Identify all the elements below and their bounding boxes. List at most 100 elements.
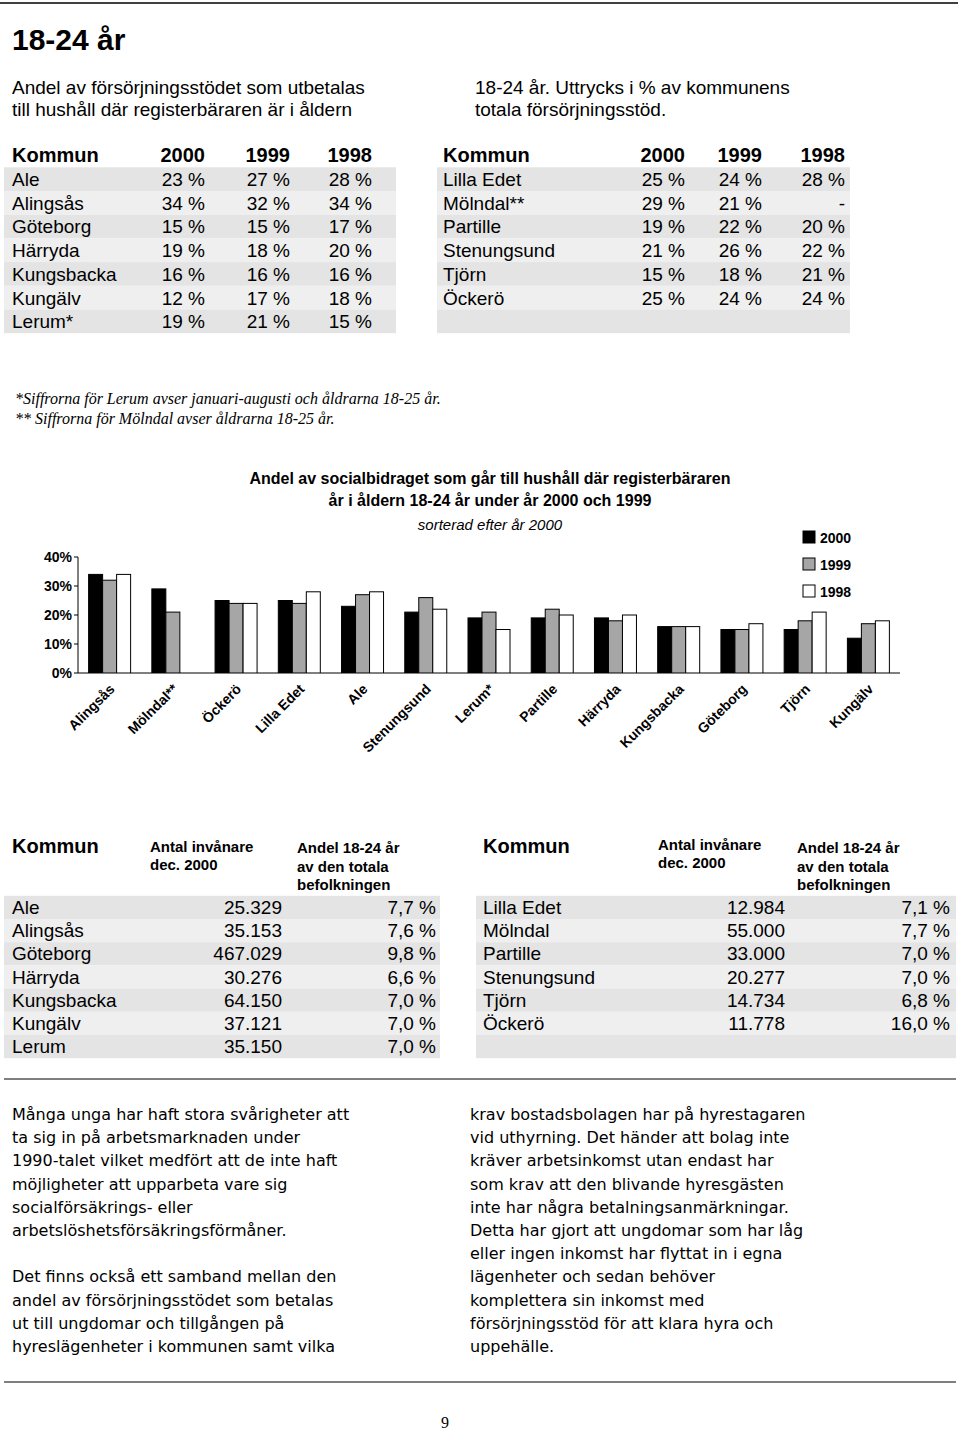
bar <box>559 615 573 673</box>
column-header: Andel 18-24 årav den totalabefolkningen <box>797 839 900 893</box>
bar <box>608 621 622 673</box>
bar <box>292 603 306 673</box>
x-tick-label: Lerum* <box>452 680 498 726</box>
column-header: 1999 <box>718 144 763 166</box>
table-cell: 15 % <box>329 311 372 332</box>
table-cell: 7,0 % <box>387 1013 436 1034</box>
top-rule <box>0 2 958 4</box>
table-cell: 28 % <box>329 169 372 190</box>
row-background <box>4 896 440 919</box>
table-cell: 7,0 % <box>387 1036 436 1057</box>
y-tick-label: 30% <box>44 578 73 594</box>
row-background <box>476 1012 956 1035</box>
row-label: Lerum* <box>12 311 74 332</box>
row-label: Öckerö <box>483 1013 544 1034</box>
y-tick-label: 10% <box>44 636 73 652</box>
table-cell: 18 % <box>329 288 372 309</box>
table-cell: 26 % <box>719 240 762 261</box>
table: Kommun200019991998Ale23 %27 %28 %Alingså… <box>4 144 396 333</box>
column-header: Antal invånaredec. 2000 <box>150 838 253 873</box>
row-label: Lilla Edet <box>443 169 522 190</box>
intro-text: till hushåll där registerbäraren är i ål… <box>12 99 352 120</box>
body-text: som krav att den blivande hyresgästen <box>470 1175 784 1194</box>
legend-swatch <box>803 531 815 543</box>
table-cell: 25 % <box>642 288 685 309</box>
column-header: 1999 <box>246 144 291 166</box>
table-cell: 7,1 % <box>901 897 950 918</box>
bar <box>847 638 861 673</box>
table-cell: 22 % <box>802 240 845 261</box>
page-title: 18-24 år <box>12 23 126 56</box>
column-header: 1998 <box>801 144 846 166</box>
body-text: uppehälle. <box>470 1337 554 1356</box>
table-cell: 24 % <box>719 288 762 309</box>
body-text: andel av försörjningsstödet som betalas <box>12 1291 333 1310</box>
table-cell: 24 % <box>802 288 845 309</box>
row-label: Lilla Edet <box>483 897 562 918</box>
bar <box>594 618 608 673</box>
table-cell: 16 % <box>247 264 290 285</box>
table-cell: 32 % <box>247 193 290 214</box>
table-cell: - <box>839 193 845 214</box>
table-cell: 64.150 <box>224 990 282 1011</box>
y-tick <box>74 615 78 616</box>
x-tick-label: Partille <box>516 681 560 725</box>
row-background <box>476 989 956 1012</box>
column-header: Kommun <box>443 144 530 166</box>
y-tick-label: 0% <box>52 665 73 681</box>
bar <box>243 603 257 673</box>
bar <box>658 627 672 673</box>
body-text: eller ingen inkomst har flyttat in i egn… <box>470 1244 782 1263</box>
row-background <box>4 919 440 942</box>
row-background <box>476 919 956 942</box>
table-cell: 467.029 <box>213 943 282 964</box>
bar <box>735 630 749 674</box>
table-cell: 30.276 <box>224 967 282 988</box>
bar <box>229 603 243 673</box>
body-text: ut till ungdomar och tillgången på <box>12 1314 284 1333</box>
row-background <box>437 262 850 286</box>
row-background <box>4 286 396 310</box>
body-text: 1990-talet vilket medfört att de inte ha… <box>12 1151 337 1170</box>
table-cell: 21 % <box>247 311 290 332</box>
table-cell: 19 % <box>162 240 205 261</box>
row-background <box>476 965 956 988</box>
section-rule <box>4 1079 956 1080</box>
chart-subtitle: sorterad efter år 2000 <box>418 516 563 533</box>
row-label: Härryda <box>12 967 80 988</box>
table-cell: 18 % <box>719 264 762 285</box>
column-header: Andel 18-24 årav den totalabefolkningen <box>297 839 400 893</box>
bar <box>215 601 229 674</box>
table-cell: 55.000 <box>727 920 785 941</box>
column-header: Kommun <box>12 835 99 857</box>
column-header: 1998 <box>328 144 373 166</box>
row-label: Alingsås <box>12 920 84 941</box>
x-tick-label: Kungälv <box>826 681 877 732</box>
row-label: Partille <box>483 943 541 964</box>
table-cell: 11.778 <box>728 1013 785 1034</box>
row-label: Stenungsund <box>443 240 555 261</box>
table-cell: 35.150 <box>224 1036 282 1057</box>
bar <box>812 612 826 673</box>
bar <box>672 627 686 673</box>
y-axis <box>78 557 79 673</box>
row-background <box>4 262 396 286</box>
y-tick <box>74 557 78 558</box>
bar <box>306 592 320 673</box>
table-cell: 18 % <box>247 240 290 261</box>
row-label: Ale <box>12 169 39 190</box>
legend-label: 2000 <box>820 530 851 546</box>
bar <box>861 624 875 673</box>
bar <box>496 630 510 674</box>
bar <box>356 595 370 673</box>
bar <box>545 609 559 673</box>
table-cell: 19 % <box>642 216 685 237</box>
footnote: *Siffrorna för Lerum avser januari-augus… <box>15 390 441 408</box>
body-text: lägenheter och sedan behöver <box>470 1267 716 1286</box>
bar <box>531 618 545 673</box>
intro-text: 18-24 år. Uttrycks i % av kommunens <box>475 77 790 98</box>
row-background <box>437 238 850 262</box>
table-cell: 7,6 % <box>387 920 436 941</box>
row-label: Partille <box>443 216 501 237</box>
bar <box>721 630 735 674</box>
